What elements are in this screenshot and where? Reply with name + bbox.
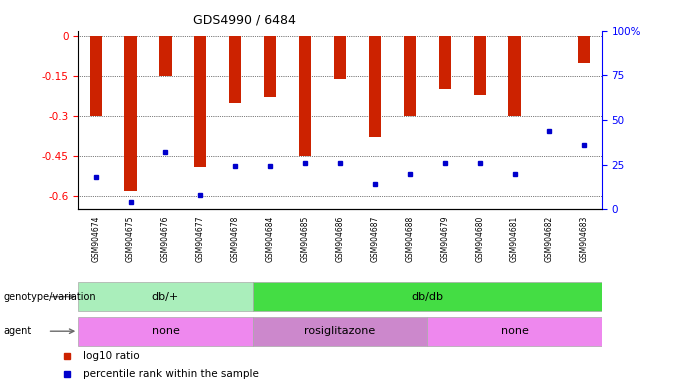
- Bar: [78, 282, 253, 311]
- Text: none: none: [500, 326, 528, 336]
- Bar: [159, 36, 171, 76]
- Bar: [404, 36, 416, 116]
- Text: GDS4990 / 6484: GDS4990 / 6484: [193, 14, 296, 27]
- Bar: [578, 36, 590, 63]
- Bar: [194, 36, 207, 167]
- Bar: [427, 316, 602, 346]
- Bar: [334, 36, 346, 79]
- Text: percentile rank within the sample: percentile rank within the sample: [83, 369, 259, 379]
- Bar: [90, 36, 102, 116]
- Bar: [253, 316, 427, 346]
- Bar: [439, 36, 451, 89]
- Bar: [264, 36, 276, 98]
- Bar: [473, 36, 486, 95]
- Bar: [369, 36, 381, 137]
- Bar: [509, 36, 521, 116]
- Bar: [253, 282, 602, 311]
- Text: log10 ratio: log10 ratio: [83, 351, 140, 361]
- Text: rosiglitazone: rosiglitazone: [305, 326, 375, 336]
- Bar: [229, 36, 241, 103]
- Text: db/+: db/+: [152, 291, 179, 302]
- Text: none: none: [152, 326, 180, 336]
- Bar: [78, 316, 253, 346]
- Bar: [124, 36, 137, 190]
- Text: db/db: db/db: [411, 291, 443, 302]
- Text: agent: agent: [3, 326, 32, 336]
- Text: genotype/variation: genotype/variation: [3, 291, 96, 302]
- Bar: [299, 36, 311, 156]
